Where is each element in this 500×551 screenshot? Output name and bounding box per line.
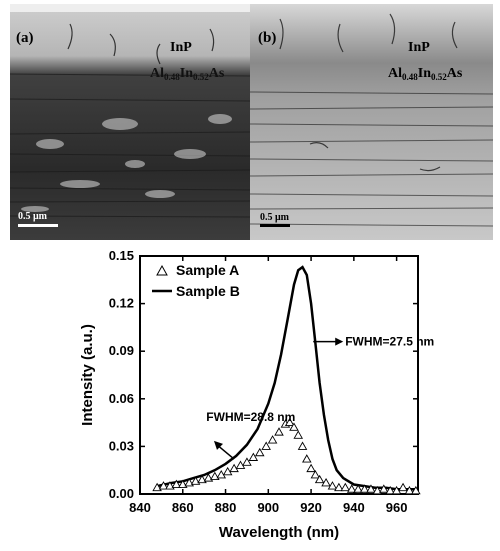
panel-a-label: (a) bbox=[16, 30, 34, 46]
fwhm-a-arrowhead bbox=[213, 440, 223, 450]
x-tick-label: 960 bbox=[386, 500, 408, 515]
inp-label-a: InP bbox=[170, 40, 192, 55]
sample-a-point bbox=[248, 452, 259, 461]
y-tick-label: 0.03 bbox=[109, 438, 134, 453]
y-tick-label: 0.00 bbox=[109, 486, 134, 501]
sample-a-point bbox=[229, 463, 239, 473]
sample-a-point bbox=[404, 485, 415, 495]
legend-label-sample-a: Sample A bbox=[176, 262, 239, 278]
scale-label-a: 0.5 μm bbox=[18, 211, 47, 222]
sample-a-point bbox=[321, 477, 331, 487]
sample-a-point bbox=[411, 485, 421, 495]
sample-a-point bbox=[222, 466, 233, 476]
fwhm-b-arrowhead bbox=[335, 337, 344, 346]
fwhm-b-label: FWHM=27.5 nm bbox=[345, 335, 434, 349]
sample-a-point bbox=[346, 484, 357, 493]
y-tick-label: 0.09 bbox=[109, 343, 134, 358]
y-axis-label: Intensity (a.u.) bbox=[79, 324, 96, 426]
sample-a-point bbox=[302, 454, 312, 463]
sample-a-point bbox=[379, 484, 389, 493]
sample-a-point bbox=[267, 435, 278, 444]
sample-a-point bbox=[242, 457, 252, 466]
sample-a-point bbox=[306, 463, 316, 473]
panel-b-label: (b) bbox=[258, 30, 277, 46]
scale-bar-a bbox=[18, 224, 58, 227]
y-tick-label: 0.15 bbox=[109, 248, 134, 263]
sample-a-point bbox=[261, 441, 271, 450]
sample-a-point bbox=[293, 430, 304, 439]
tem-image-a: (a) InP Al0.48In0.52As 0.5 μm bbox=[10, 4, 250, 240]
sample-a-point bbox=[340, 482, 351, 492]
sample-a-point bbox=[327, 481, 338, 490]
sample-a-point bbox=[254, 447, 265, 457]
alloy-label-b: Al0.48In0.52As bbox=[388, 66, 463, 82]
plot-frame bbox=[139, 255, 419, 495]
sample-a-point bbox=[158, 481, 169, 490]
pl-spectrum-chart: 840 860 880 900 920 940 960 0.00 0.03 0.06 0.09 0.1… bbox=[79, 248, 434, 541]
legend-label-sample-b: Sample B bbox=[176, 283, 240, 299]
y-tick-label: 0.12 bbox=[109, 296, 134, 311]
sample-a-point bbox=[210, 471, 220, 480]
sample-a-point bbox=[353, 484, 363, 493]
legend-marker-sample-a bbox=[156, 264, 168, 276]
sample-a-point bbox=[284, 417, 295, 427]
sample-a-point bbox=[314, 474, 325, 484]
x-tick-label: 940 bbox=[343, 500, 365, 515]
sample-a-point bbox=[366, 484, 376, 493]
x-axis-label: Wavelength (nm) bbox=[219, 524, 339, 541]
series-sample-b-line bbox=[156, 265, 418, 491]
sample-a-point bbox=[289, 422, 299, 431]
tem-micrograph-a bbox=[10, 4, 250, 240]
fwhm-a-arrow bbox=[216, 444, 235, 460]
sample-a-point bbox=[334, 482, 344, 492]
sample-a-point bbox=[274, 427, 284, 436]
alloy-label-a: Al0.48In0.52As bbox=[150, 66, 225, 82]
inp-label-b: InP bbox=[408, 40, 430, 55]
sample-a-point bbox=[171, 479, 182, 488]
sample-a-point bbox=[235, 460, 246, 469]
x-tick-label: 860 bbox=[172, 500, 194, 515]
sample-a-point bbox=[359, 484, 370, 493]
tem-micrograph-b bbox=[250, 4, 493, 240]
sample-a-point bbox=[398, 482, 408, 492]
tem-image-b: (b) InP Al0.48In0.52As 0.5 μm bbox=[250, 4, 493, 240]
sample-a-point bbox=[385, 485, 395, 495]
sample-a-point bbox=[310, 470, 321, 479]
sample-a-point bbox=[391, 485, 402, 495]
x-tick-label: 840 bbox=[129, 500, 151, 515]
x-tick-label: 900 bbox=[257, 500, 279, 515]
sample-a-point bbox=[297, 441, 308, 450]
scale-label-b: 0.5 μm bbox=[260, 212, 289, 223]
x-tick-label: 880 bbox=[215, 500, 237, 515]
fwhm-a-label: FWHM=28.8 nm bbox=[206, 410, 295, 424]
scale-bar-b bbox=[260, 224, 290, 227]
x-tick-label: 920 bbox=[300, 500, 322, 515]
y-tick-label: 0.06 bbox=[109, 391, 134, 406]
sample-a-point bbox=[216, 470, 227, 479]
